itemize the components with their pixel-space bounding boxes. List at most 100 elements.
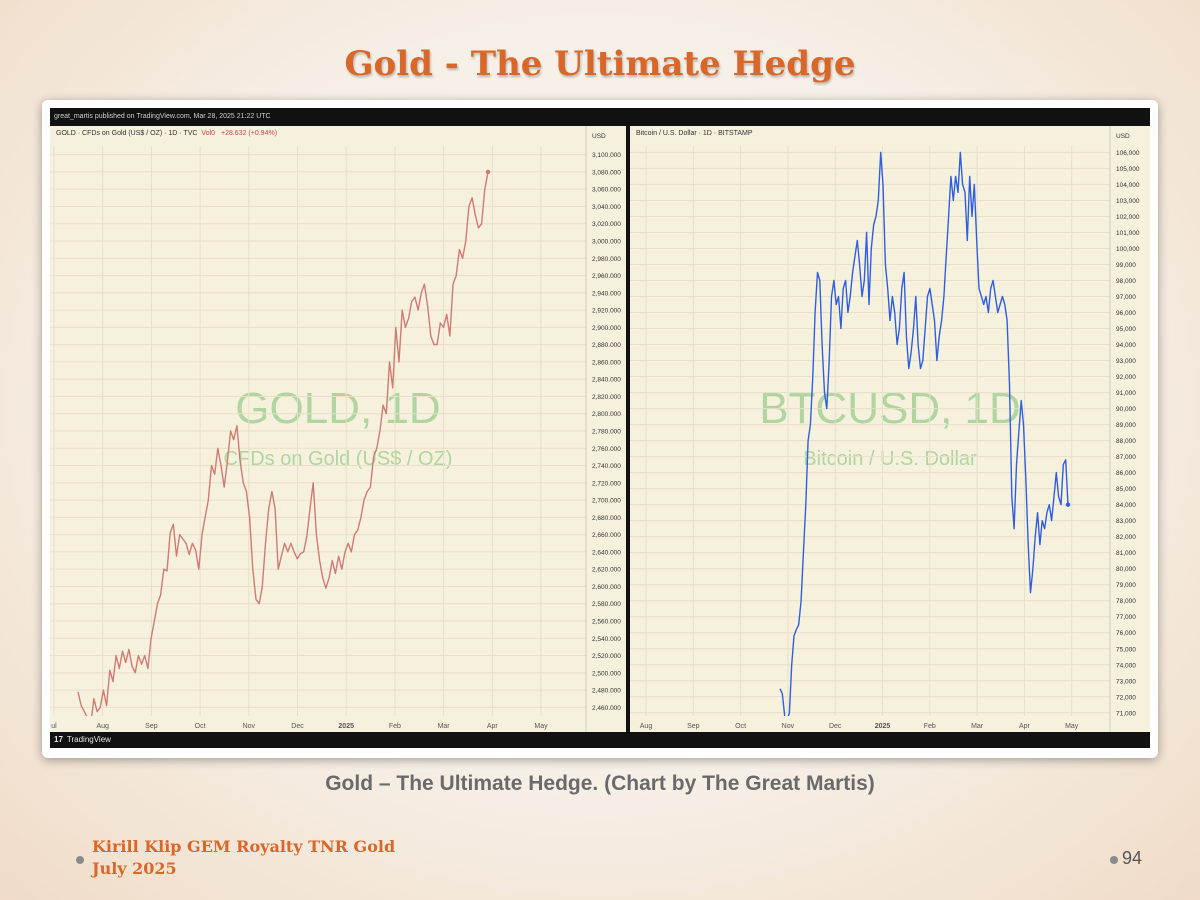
x-tick-label: Feb — [924, 723, 936, 730]
y-tick-label: 106,000 — [1116, 150, 1140, 157]
y-tick-label: 2,940.000 — [592, 290, 621, 297]
slide-title: Gold - The Ultimate Hedge — [344, 44, 856, 84]
y-tick-label: 97,000 — [1116, 294, 1136, 301]
y-tick-label: 104,000 — [1116, 182, 1140, 189]
tradingview-logo: 17 — [54, 735, 63, 744]
y-tick-label: 2,520.000 — [592, 653, 621, 660]
y-tick-label: 90,000 — [1116, 406, 1136, 413]
y-tick-label: 87,000 — [1116, 454, 1136, 461]
y-tick-label: 2,900.000 — [592, 325, 621, 332]
price-series-line — [77, 171, 489, 716]
y-tick-label: 3,080.000 — [592, 169, 621, 176]
x-tick-label: Dec — [829, 723, 842, 730]
tradingview-label: TradingView — [66, 735, 111, 744]
x-tick-label: Aug — [96, 723, 109, 730]
x-tick-label: Oct — [735, 723, 746, 730]
y-tick-label: 93,000 — [1116, 358, 1136, 365]
gold-chart-svg: ul Aug Sep Oct Nov Dec 2025 Feb Mar Apr May 3,100.0… — [50, 126, 621, 732]
y-tick-label: 3,020.000 — [592, 221, 621, 228]
y-tick-label: 73,000 — [1116, 678, 1136, 685]
bullet-icon — [1110, 856, 1118, 864]
y-tick-label: 2,600.000 — [592, 584, 621, 591]
gold-vol-label: Vol0 — [201, 130, 216, 137]
y-tick-label: 96,000 — [1116, 310, 1136, 317]
y-tick-label: 89,000 — [1116, 422, 1136, 429]
y-tick-label: 76,000 — [1116, 630, 1136, 637]
x-tick-label: Sep — [145, 723, 158, 730]
publisher-header: great_martis published on TradingView.co… — [54, 113, 271, 120]
y-tick-label: 83,000 — [1116, 518, 1136, 525]
y-tick-label: 80,000 — [1116, 566, 1136, 573]
y-tick-label: 100,000 — [1116, 246, 1140, 253]
y-tick-label: 2,980.000 — [592, 256, 621, 263]
y-tick-label: 2,860.000 — [592, 359, 621, 366]
y-tick-label: 3,000.000 — [592, 239, 621, 246]
y-tick-label: 105,000 — [1116, 166, 1140, 173]
x-tick-label: Feb — [389, 723, 401, 730]
x-tick-label: Dec — [291, 723, 304, 730]
y-tick-label: 2,780.000 — [592, 429, 621, 436]
y-tick-label: 95,000 — [1116, 326, 1136, 333]
y-tick-label: 84,000 — [1116, 502, 1136, 509]
page-number: 94 — [1122, 848, 1143, 868]
footer-date: July 2025 — [92, 859, 177, 878]
bullet-icon — [76, 856, 84, 864]
y-tick-label: 2,800.000 — [592, 411, 621, 418]
gold-change-label: +28.632 (+0.94%) — [220, 130, 278, 137]
y-tick-label: 2,480.000 — [592, 688, 621, 695]
gold-symbol-label: GOLD · CFDs on Gold (US$ / OZ) · 1D · TV… — [56, 130, 198, 137]
price-series-line — [779, 151, 1069, 716]
x-tick-label: Apr — [1019, 723, 1031, 730]
footer-credit: Kirill Klip GEM Royalty TNR Gold July 20… — [92, 836, 395, 880]
y-tick-label: 94,000 — [1116, 342, 1136, 349]
y-tick-label: 3,060.000 — [592, 187, 621, 194]
y-tick-label: 99,000 — [1116, 262, 1136, 269]
y-tick-label: 79,000 — [1116, 582, 1136, 589]
y-tick-label: 85,000 — [1116, 486, 1136, 493]
y-tick-label: 82,000 — [1116, 534, 1136, 541]
y-tick-label: 71,000 — [1116, 710, 1136, 717]
x-tick-label: Apr — [487, 723, 499, 730]
y-tick-label: 86,000 — [1116, 470, 1136, 477]
y-tick-label: 2,620.000 — [592, 567, 621, 574]
currency-label: USD — [592, 133, 606, 140]
btc-chart-panel: BTCUSD, 1D Bitcoin / U.S. Dollar Aug Sep O… — [630, 126, 1150, 732]
y-tick-label: 101,000 — [1116, 230, 1140, 237]
x-tick-label: Oct — [195, 723, 206, 730]
x-tick-label: May — [1065, 723, 1079, 730]
last-price-marker — [1065, 502, 1071, 507]
gold-watermark: GOLD, 1D — [235, 384, 441, 433]
last-price-marker — [485, 169, 491, 175]
y-tick-label: 2,680.000 — [592, 515, 621, 522]
btc-watermark-subtitle: Bitcoin / U.S. Dollar — [803, 448, 977, 470]
tradingview-footer: 17 TradingView — [50, 732, 1150, 748]
y-tick-label: 88,000 — [1116, 438, 1136, 445]
y-tick-label: 78,000 — [1116, 598, 1136, 605]
btc-panel-title: Bitcoin / U.S. Dollar · 1D · BITSTAMP — [636, 130, 753, 137]
y-tick-label: 2,740.000 — [592, 463, 621, 470]
y-tick-label: 2,560.000 — [592, 619, 621, 626]
x-tick-label: May — [534, 723, 548, 730]
y-tick-label: 98,000 — [1116, 278, 1136, 285]
y-tick-label: 77,000 — [1116, 614, 1136, 621]
currency-label: USD — [1116, 133, 1130, 140]
y-tick-label: 2,700.000 — [592, 498, 621, 505]
gold-panel-title: GOLD · CFDs on Gold (US$ / OZ) · 1D · TV… — [56, 130, 277, 137]
footer-author: Kirill Klip GEM Royalty TNR Gold — [92, 837, 396, 856]
y-tick-label: 2,720.000 — [592, 480, 621, 487]
x-tick-label: 2025 — [875, 723, 891, 730]
y-tick-label: 2,920.000 — [592, 308, 621, 315]
x-tick-label: Mar — [438, 723, 451, 730]
y-tick-label: 74,000 — [1116, 662, 1136, 669]
tradingview-screenshot: great_martis published on TradingView.co… — [50, 108, 1150, 748]
y-tick-label: 102,000 — [1116, 214, 1140, 221]
x-tick-label: ul — [51, 723, 57, 730]
y-tick-label: 2,660.000 — [592, 532, 621, 539]
y-tick-label: 2,840.000 — [592, 377, 621, 384]
y-tick-label: 2,460.000 — [592, 705, 621, 712]
y-tick-label: 91,000 — [1116, 390, 1136, 397]
y-tick-label: 2,960.000 — [592, 273, 621, 280]
x-tick-label: Nov — [782, 723, 795, 730]
y-tick-label: 2,640.000 — [592, 549, 621, 556]
y-tick-label: 72,000 — [1116, 694, 1136, 701]
